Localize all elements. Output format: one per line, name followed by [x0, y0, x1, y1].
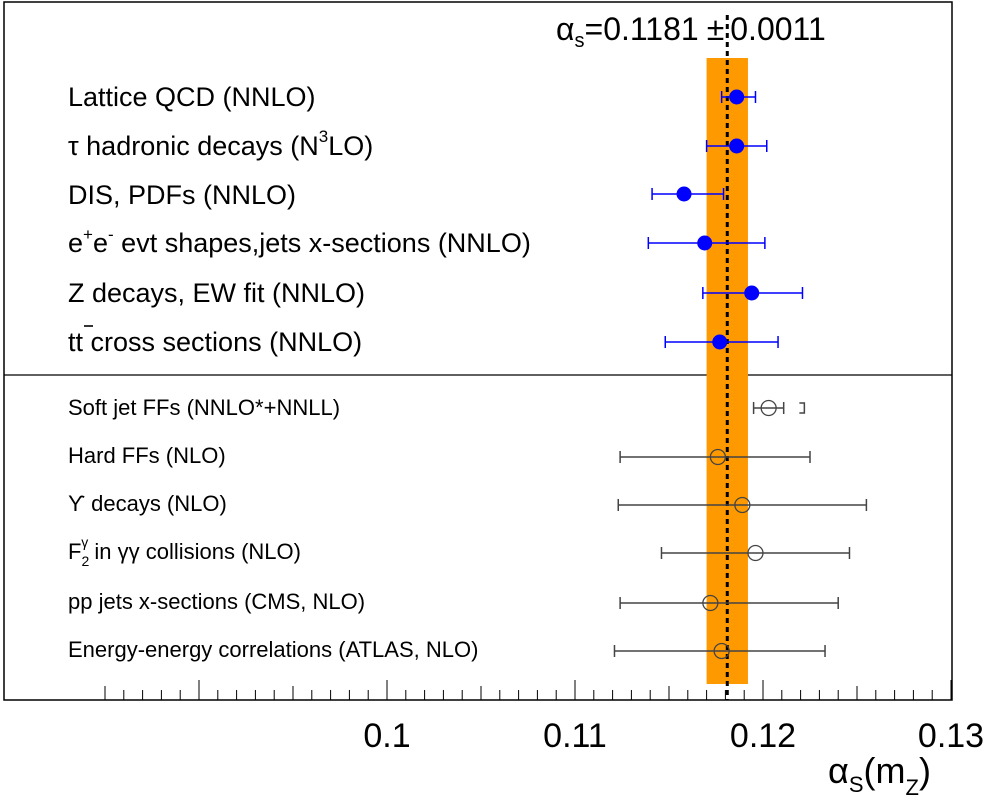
extra-bracket [799, 402, 806, 414]
x-tick-label-0.1: 0.1 [363, 717, 410, 755]
filled-marker [744, 285, 760, 301]
filled-marker [729, 138, 745, 154]
x-tick-label-0.11: 0.11 [543, 717, 607, 755]
label-eec: Energy-energy correlations (ATLAS, NLO) [68, 637, 478, 662]
data-point [619, 594, 839, 612]
data-point [660, 544, 851, 562]
label-soft-jet-ffs: Soft jet FFs (NNLO*+NNLL) [68, 395, 340, 420]
group1-labels: Lattice QCD (NNLO) τ hadronic decays (N3… [68, 82, 531, 357]
open-marker [709, 448, 727, 466]
data-markers [613, 89, 868, 660]
data-point [752, 399, 806, 417]
data-point [619, 448, 811, 466]
label-ee-shapes: e+e- evt shapes,jets x-sections (NNLO) [68, 225, 531, 258]
group2-labels: Soft jet FFs (NNLO*+NNLL) Hard FFs (NLO)… [68, 395, 478, 662]
label-dis-pdfs: DIS, PDFs (NNLO) [68, 180, 296, 210]
data-point [705, 138, 768, 154]
x-axis-label: αS(mZ) [828, 750, 931, 800]
open-marker [734, 496, 751, 514]
label-lattice-qcd: Lattice QCD (NNLO) [68, 82, 316, 112]
title-sub: s [575, 30, 585, 52]
label-upsilon-decays: ϒ decays (NLO) [68, 491, 227, 516]
title-error: 0.0011 [730, 11, 826, 47]
label-hard-ffs: Hard FFs (NLO) [68, 443, 226, 468]
data-point [720, 89, 757, 105]
x-tick-label-0.12: 0.12 [730, 717, 796, 755]
filled-marker [729, 89, 745, 105]
title-value: =0.1181 [585, 11, 699, 47]
label-f2-gamma: F2γ in γγ collisions (NLO) [68, 534, 301, 569]
open-marker [760, 399, 777, 417]
filled-marker [676, 186, 692, 202]
title-pm: ± [707, 11, 725, 47]
x-axis [104, 680, 952, 700]
data-point [651, 186, 725, 202]
chart-title: αs=0.1181 ±0.0011 [556, 11, 826, 52]
label-tau-decays: τ hadronic decays (N3LO) [68, 127, 373, 161]
data-point [617, 496, 868, 514]
data-point [664, 334, 779, 350]
open-marker [747, 544, 764, 562]
filled-marker [697, 235, 713, 251]
open-marker [713, 642, 730, 660]
label-pp-jets: pp jets x-sections (CMS, NLO) [68, 589, 365, 614]
open-marker [702, 594, 719, 612]
x-tick-label-0.13: 0.13 [918, 717, 984, 755]
filled-marker [712, 334, 728, 350]
data-point [647, 235, 766, 251]
x-tick-labels: 0.1 0.11 0.12 0.13 [363, 717, 984, 755]
data-point [702, 285, 804, 301]
data-point [613, 642, 826, 660]
title-alpha: α [556, 11, 575, 47]
label-z-decays: Z decays, EW fit (NNLO) [68, 278, 365, 308]
label-ttbar: tt cross sections (NNLO) [68, 327, 362, 357]
plot-frame [3, 1, 953, 701]
